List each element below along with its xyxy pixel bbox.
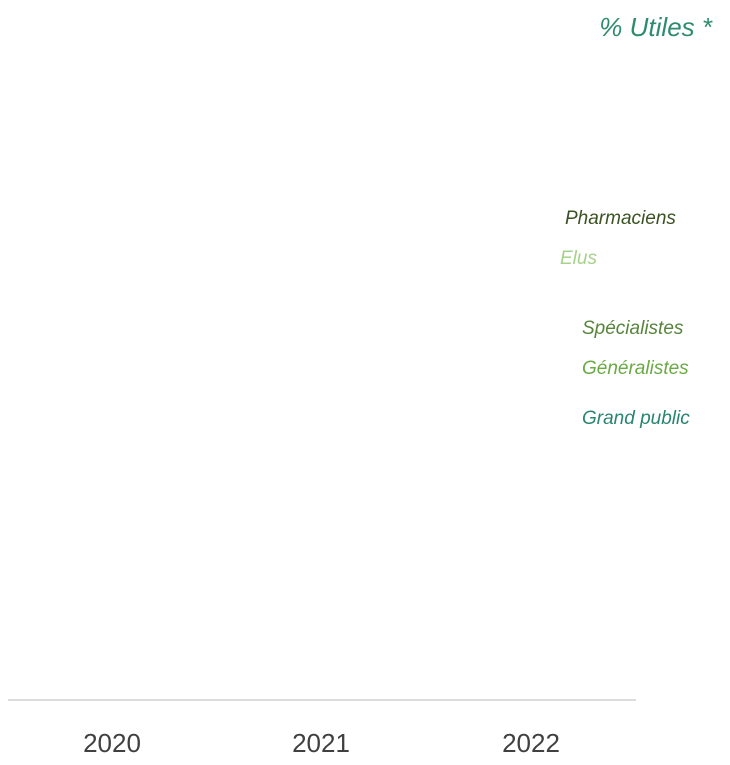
x-tick-label: 2021 <box>292 728 350 758</box>
x-tick-label: 2020 <box>83 728 141 758</box>
x-tick-label: 2022 <box>502 728 560 758</box>
chart-note: % Utiles * <box>599 12 712 42</box>
series-name-elus: Elus <box>560 248 597 269</box>
series-name-generalistes: Généralistes <box>582 358 689 379</box>
series-name-grand-public: Grand public <box>582 408 690 429</box>
series-name-specialistes: Spécialistes <box>582 318 684 339</box>
series-name-pharmaciens: Pharmaciens <box>565 208 676 229</box>
